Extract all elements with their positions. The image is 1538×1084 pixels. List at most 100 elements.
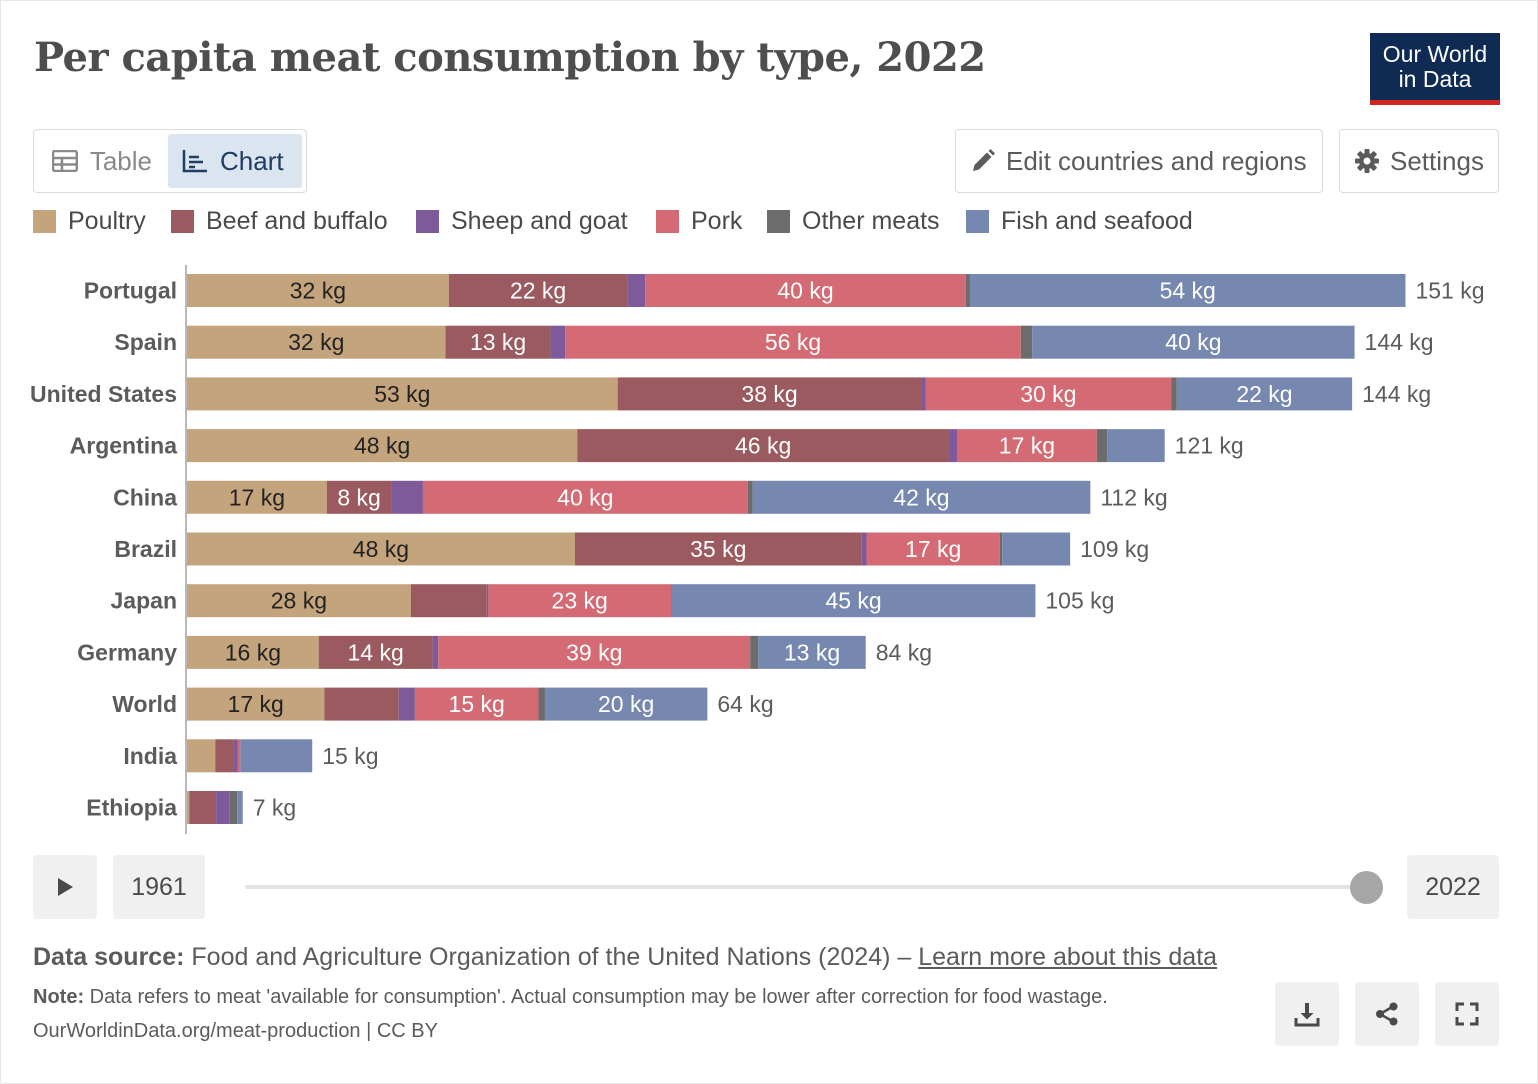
bar-japan-pork[interactable] <box>488 584 671 618</box>
bar-portugal-fish-and-seafood[interactable] <box>969 274 1406 307</box>
bar-world-sheep-and-goat[interactable] <box>398 687 415 721</box>
download-icon <box>1294 1003 1320 1027</box>
bar-japan-poultry[interactable] <box>187 584 411 618</box>
bar-label-united-states-beef-and-buffalo: 38 kg <box>741 381 797 407</box>
bar-germany-pork[interactable] <box>438 635 751 669</box>
legend-item-other[interactable]: Other meats <box>767 203 940 239</box>
bar-spain-other-meats[interactable] <box>1020 325 1033 359</box>
share-button[interactable] <box>1355 982 1419 1046</box>
bar-world-beef-and-buffalo[interactable] <box>324 687 399 721</box>
fullscreen-button[interactable] <box>1435 982 1499 1046</box>
timeline-slider[interactable] <box>245 885 1367 889</box>
bar-brazil-pork[interactable] <box>866 532 1000 566</box>
bar-portugal-beef-and-buffalo[interactable] <box>448 274 628 307</box>
bar-india-sheep-and-goat[interactable] <box>233 739 238 773</box>
bar-germany-fish-and-seafood[interactable] <box>758 635 866 669</box>
settings-button[interactable]: Settings <box>1339 129 1499 193</box>
bar-brazil-fish-and-seafood[interactable] <box>1002 532 1071 566</box>
bar-label-world-fish-and-seafood: 20 kg <box>598 691 654 717</box>
play-button[interactable] <box>33 855 97 919</box>
bar-united-states-sheep-and-goat[interactable] <box>921 377 926 411</box>
stacked-bar-chart: Portugal 32 kg 22 kg 40 kg 54 kg 151 kg Spain 3… <box>30 265 1485 834</box>
download-button[interactable] <box>1275 982 1339 1046</box>
bar-world-fish-and-seafood[interactable] <box>544 687 708 721</box>
bar-argentina-beef-and-buffalo[interactable] <box>577 429 949 463</box>
bar-portugal-sheep-and-goat[interactable] <box>627 274 646 307</box>
category-label-world: World <box>112 691 177 717</box>
bar-label-world-pork: 15 kg <box>449 691 505 717</box>
bar-brazil-other-meats[interactable] <box>999 532 1003 566</box>
bar-brazil-beef-and-buffalo[interactable] <box>574 532 862 566</box>
bar-india-beef-and-buffalo[interactable] <box>215 739 234 773</box>
bar-argentina-sheep-and-goat[interactable] <box>948 429 958 463</box>
bar-world-poultry[interactable] <box>187 687 325 721</box>
bar-label-germany-beef-and-buffalo: 14 kg <box>348 639 404 665</box>
bar-world-pork[interactable] <box>414 687 539 721</box>
bar-argentina-pork[interactable] <box>957 429 1097 463</box>
end-year-label[interactable]: 2022 <box>1407 855 1499 919</box>
bar-ethiopia-fish-and-seafood[interactable] <box>237 791 243 824</box>
legend-item-pork[interactable]: Pork <box>656 203 742 239</box>
legend-item-fish[interactable]: Fish and seafood <box>966 203 1193 239</box>
total-label-argentina: 121 kg <box>1175 433 1244 459</box>
bar-label-portugal-fish-and-seafood: 54 kg <box>1160 278 1216 304</box>
bar-germany-sheep-and-goat[interactable] <box>432 635 439 669</box>
bar-brazil-sheep-and-goat[interactable] <box>861 532 867 566</box>
chart-icon <box>182 150 207 173</box>
learn-more-link[interactable]: Learn more about this data <box>918 943 1218 971</box>
bar-spain-pork[interactable] <box>565 325 1021 359</box>
bar-spain-sheep-and-goat[interactable] <box>550 325 566 359</box>
source-url[interactable]: OurWorldinData.org/meat-production | CC … <box>33 1020 438 1042</box>
start-year-label[interactable]: 1961 <box>113 855 205 919</box>
bar-japan-fish-and-seafood[interactable] <box>671 584 1036 618</box>
bar-china-sheep-and-goat[interactable] <box>391 480 423 514</box>
bar-brazil-poultry[interactable] <box>187 532 575 566</box>
bar-united-states-pork[interactable] <box>925 377 1172 411</box>
bar-spain-poultry[interactable] <box>187 325 446 359</box>
tab-chart[interactable]: Chart <box>168 134 302 188</box>
legend-item-beef[interactable]: Beef and buffalo <box>171 203 388 239</box>
bar-china-beef-and-buffalo[interactable] <box>326 480 392 514</box>
bar-world-other-meats[interactable] <box>538 687 545 721</box>
bar-argentina-poultry[interactable] <box>187 429 578 463</box>
timeline-handle[interactable] <box>1350 871 1383 904</box>
bar-ethiopia-poultry[interactable] <box>187 791 190 824</box>
bar-label-japan-poultry: 28 kg <box>271 588 327 614</box>
bar-ethiopia-other-meats[interactable] <box>229 791 238 824</box>
bar-ethiopia-beef-and-buffalo[interactable] <box>189 791 217 824</box>
bar-label-portugal-poultry: 32 kg <box>290 278 346 304</box>
bar-india-fish-and-seafood[interactable] <box>240 739 313 773</box>
bar-germany-poultry[interactable] <box>187 635 319 669</box>
bar-spain-beef-and-buffalo[interactable] <box>445 325 551 359</box>
bar-china-pork[interactable] <box>422 480 748 514</box>
bar-germany-beef-and-buffalo[interactable] <box>318 635 433 669</box>
bar-china-fish-and-seafood[interactable] <box>752 480 1091 514</box>
bar-label-spain-pork: 56 kg <box>765 329 821 355</box>
bar-japan-sheep-and-goat[interactable] <box>486 584 489 618</box>
bar-ethiopia-sheep-and-goat[interactable] <box>216 791 230 824</box>
bar-united-states-beef-and-buffalo[interactable] <box>617 377 922 411</box>
bar-united-states-poultry[interactable] <box>187 377 618 411</box>
legend-item-sheep[interactable]: Sheep and goat <box>416 203 628 239</box>
bar-japan-beef-and-buffalo[interactable] <box>410 584 487 618</box>
bar-india-pork[interactable] <box>237 739 241 773</box>
tab-table[interactable]: Table <box>38 134 166 188</box>
bar-japan-other-meats[interactable] <box>670 584 672 618</box>
legend-item-poultry[interactable]: Poultry <box>33 203 146 239</box>
bar-china-other-meats[interactable] <box>747 480 753 514</box>
bar-portugal-other-meats[interactable] <box>965 274 970 307</box>
owid-logo[interactable]: Our World in Data <box>1370 33 1500 105</box>
bar-germany-other-meats[interactable] <box>750 635 759 669</box>
bar-india-poultry[interactable] <box>187 739 216 773</box>
bar-argentina-other-meats[interactable] <box>1096 429 1108 463</box>
bar-argentina-fish-and-seafood[interactable] <box>1107 429 1165 463</box>
bar-portugal-poultry[interactable] <box>187 274 449 307</box>
data-source-text: Food and Agriculture Organization of the… <box>191 943 912 971</box>
edit-countries-button[interactable]: Edit countries and regions <box>955 129 1323 193</box>
bar-label-brazil-poultry: 48 kg <box>353 536 409 562</box>
bar-china-poultry[interactable] <box>187 480 327 514</box>
bar-united-states-other-meats[interactable] <box>1171 377 1177 411</box>
bar-portugal-pork[interactable] <box>645 274 966 307</box>
bar-united-states-fish-and-seafood[interactable] <box>1176 377 1353 411</box>
bar-spain-fish-and-seafood[interactable] <box>1032 325 1355 359</box>
